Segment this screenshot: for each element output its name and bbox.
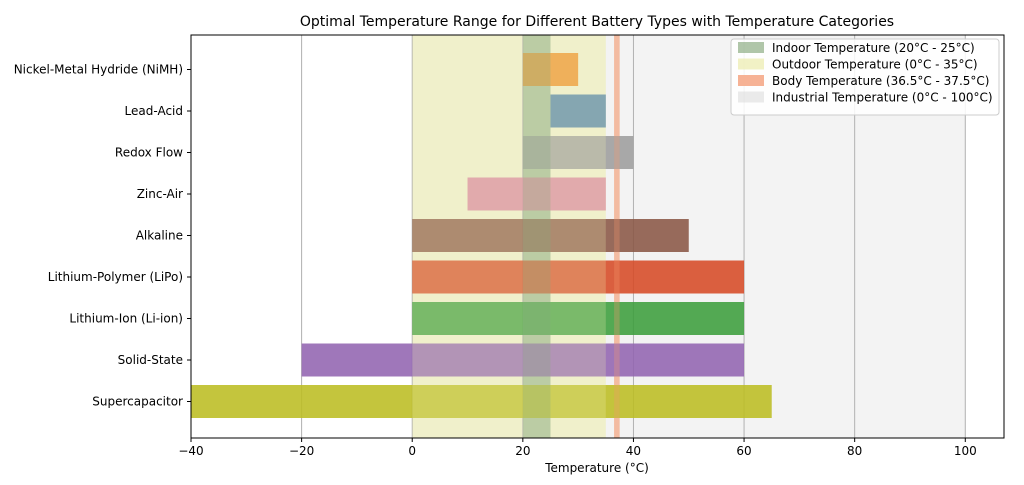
axes-frame — [190, 34, 1005, 439]
y-tick-label: Zinc-Air — [137, 187, 183, 201]
y-tick-label: Redox Flow — [115, 146, 183, 160]
x-tick-label: 20 — [515, 444, 530, 458]
band-overlay — [522, 35, 551, 438]
band-overlays — [412, 35, 620, 438]
x-tick-label: 100 — [954, 444, 977, 458]
bar-supercapacitor — [191, 385, 772, 418]
bar-solid-state — [301, 343, 745, 377]
bar-lithium-ion-li-ion — [412, 302, 745, 335]
x-tick-label: 40 — [626, 444, 641, 458]
y-tick-label: Supercapacitor — [92, 395, 183, 409]
legend-label: Outdoor Temperature (0°C - 35°C) — [772, 58, 978, 72]
bar-nickel-metal-hydride-nimh — [522, 53, 579, 86]
legend-swatch — [738, 42, 764, 53]
x-tick-label: 80 — [847, 444, 862, 458]
y-tick-label: Solid-State — [118, 353, 183, 367]
legend-box — [730, 38, 1000, 116]
bar-lithium-polymer-lipo — [412, 260, 745, 294]
x-tick-label: −20 — [289, 444, 314, 458]
bar-redox-flow — [522, 136, 634, 169]
legend-label: Indoor Temperature (20°C - 25°C) — [772, 41, 975, 55]
x-ticks: −40 −20 0 20 40 60 80 100 — [178, 438, 977, 458]
legend-label: Body Temperature (36.5°C - 37.5°C) — [772, 74, 989, 88]
y-tick-label: Nickel-Metal Hydride (NiMH) — [14, 63, 183, 77]
x-axis-label: Temperature (°C) — [544, 461, 649, 475]
bars — [191, 35, 772, 438]
y-tick-label: Alkaline — [136, 229, 183, 243]
legend: Indoor Temperature (20°C - 25°C) Outdoor … — [730, 38, 1000, 116]
x-tick-label: 60 — [736, 444, 751, 458]
legend-label: Industrial Temperature (0°C - 100°C) — [772, 91, 993, 105]
y-tick-label: Lithium-Ion (Li-ion) — [69, 312, 183, 326]
chart-title: Optimal Temperature Range for Different … — [300, 14, 894, 30]
band-overlay — [412, 35, 606, 438]
bar-lead-acid — [550, 94, 606, 128]
y-tick-label: Lithium-Polymer (LiPo) — [48, 270, 183, 284]
legend-swatch — [738, 58, 764, 70]
legend-swatch — [738, 75, 764, 86]
axes-frame-rect — [190, 34, 1005, 439]
band-overlay — [614, 35, 620, 438]
y-tick-label: Lead-Acid — [125, 104, 183, 118]
bar-alkaline — [412, 219, 689, 252]
y-ticks: Nickel-Metal Hydride (NiMH) Lead-Acid Redo… — [14, 63, 191, 409]
x-tick-label: 0 — [408, 444, 416, 458]
legend-swatch — [738, 91, 764, 103]
bar-zinc-air — [467, 177, 606, 211]
x-tick-label: −40 — [178, 444, 203, 458]
